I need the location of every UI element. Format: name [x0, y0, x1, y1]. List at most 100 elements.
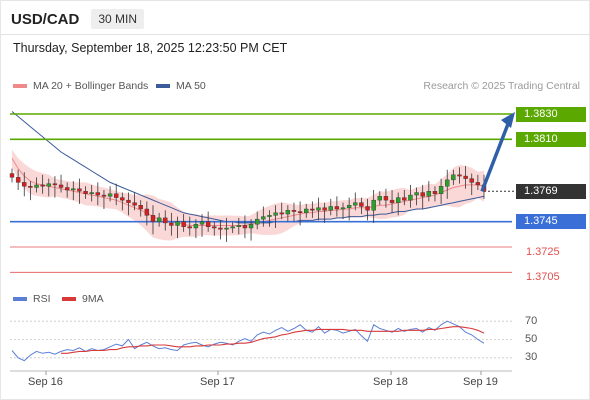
candle-body: [120, 197, 125, 201]
candle-body: [475, 182, 481, 186]
candle-body: [132, 202, 137, 206]
candle-body: [285, 210, 291, 215]
candle-body: [279, 212, 284, 215]
chart-header: USD/CAD 30 MIN: [11, 9, 145, 29]
candle-body: [40, 184, 45, 187]
candle-body: [359, 202, 364, 207]
legend-rsi: RSI: [13, 293, 51, 305]
candle-body: [150, 215, 156, 222]
timestamp: Thursday, September 18, 2025 12:23:50 PM…: [13, 41, 288, 55]
candle-body: [95, 192, 101, 196]
candle-body: [224, 227, 229, 230]
x-label-sep18: Sep 18: [373, 376, 408, 388]
candle-body: [89, 192, 94, 195]
candle-body: [445, 179, 450, 187]
candle-body: [9, 173, 15, 178]
candle-body: [365, 206, 370, 211]
candle-body: [138, 204, 143, 210]
bollinger-band: [12, 149, 484, 241]
candle-body: [420, 192, 425, 197]
legend-rsi-label: RSI: [33, 293, 51, 305]
candle-body: [457, 174, 462, 177]
candle-body: [340, 207, 346, 210]
legend-rsi-ma-label: 9MA: [82, 293, 104, 305]
research-credit: Research © 2025 Trading Central: [423, 80, 580, 92]
candle-body: [34, 184, 39, 188]
level-tag-1-3745: 1.3745: [516, 214, 586, 230]
rsi-tick-30: 30: [525, 351, 538, 363]
candle-body: [353, 202, 358, 206]
candle-body: [77, 188, 82, 192]
candle-body: [322, 207, 327, 211]
candle-body: [218, 227, 223, 230]
candle-body: [156, 217, 162, 222]
candle-body: [101, 194, 107, 197]
legend-ma50: MA 50: [156, 80, 206, 92]
x-label-sep17: Sep 17: [200, 376, 235, 388]
candle-body: [205, 221, 211, 227]
x-label-sep19: Sep 19: [463, 376, 498, 388]
candle-body: [438, 185, 444, 194]
forecast-arrow-head: [501, 112, 515, 128]
ma20-line: [11, 158, 485, 226]
candle-body: [297, 211, 303, 214]
candle-body: [175, 221, 180, 226]
candle-body: [15, 177, 21, 183]
ma50-swatch: [156, 84, 170, 88]
candle-body: [22, 182, 27, 187]
candle-body: [414, 192, 419, 196]
ma20-swatch: [13, 84, 27, 88]
candle-body: [316, 207, 321, 211]
candle-body: [28, 185, 33, 188]
candle-body: [114, 193, 119, 198]
rsi-tick-70: 70: [525, 315, 538, 327]
candle-body: [144, 208, 150, 216]
rsi-tick-50: 50: [525, 333, 538, 345]
rsi-swatch: [13, 297, 27, 301]
candle-body: [212, 226, 217, 229]
candle-body: [451, 174, 456, 181]
candle-body: [107, 193, 113, 197]
candle-body: [291, 210, 297, 212]
candle-body: [408, 194, 413, 201]
candle-body: [187, 226, 192, 229]
level-tag-1-3769: 1.3769: [516, 183, 586, 199]
candle-body: [267, 215, 272, 217]
candle-body: [371, 199, 376, 211]
candle-body: [230, 226, 235, 229]
candle-body: [377, 196, 382, 201]
candle-body: [328, 206, 333, 211]
candle-body: [64, 187, 70, 191]
legend-ma20: MA 20 + Bollinger Bands: [13, 80, 148, 92]
candle-body: [402, 197, 407, 201]
candle-body: [389, 199, 395, 203]
rsi-ma-line: [61, 326, 485, 354]
candle-body: [469, 178, 474, 183]
candle-body: [193, 223, 199, 229]
forecast-arrow-shaft: [480, 123, 510, 192]
level-tag-1-3810: 1.3810: [516, 131, 586, 147]
candle-body: [181, 221, 186, 227]
candle-body: [261, 216, 266, 220]
candle-body: [432, 191, 438, 194]
candle-body: [83, 191, 88, 194]
candle-body: [242, 225, 248, 229]
candle-body: [58, 184, 64, 188]
candle-body: [426, 191, 432, 197]
header-divider: [0, 34, 590, 35]
candle-body: [463, 175, 468, 179]
candle-body: [383, 196, 389, 201]
candle-body: [273, 212, 278, 216]
candle-body: [334, 206, 340, 210]
candle-body: [52, 183, 58, 186]
candle-body: [163, 217, 168, 224]
legend-ma20-label: MA 20 + Bollinger Bands: [33, 80, 149, 92]
candle-body: [71, 188, 76, 191]
timeframe-badge[interactable]: 30 MIN: [91, 9, 145, 29]
candle-body: [248, 223, 254, 229]
candle-body: [236, 225, 242, 227]
candle-body: [310, 208, 315, 211]
symbol-title: USD/CAD: [11, 10, 80, 28]
level-tag-1-3705: 1.3705: [526, 271, 560, 284]
rsi-ma-swatch: [62, 297, 76, 301]
